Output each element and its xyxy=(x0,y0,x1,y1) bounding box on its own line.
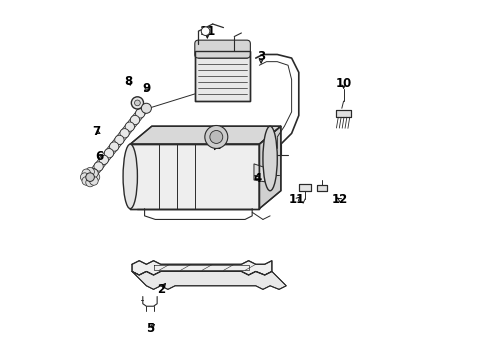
Circle shape xyxy=(125,122,134,131)
Text: 10: 10 xyxy=(336,77,352,90)
Polygon shape xyxy=(132,271,286,289)
Text: 4: 4 xyxy=(253,172,262,185)
Circle shape xyxy=(104,149,114,158)
Text: 2: 2 xyxy=(157,283,165,296)
Text: 12: 12 xyxy=(332,193,348,206)
Circle shape xyxy=(86,178,95,187)
Polygon shape xyxy=(259,126,281,209)
Circle shape xyxy=(136,109,145,118)
Text: 6: 6 xyxy=(96,150,104,163)
Polygon shape xyxy=(195,51,250,101)
Circle shape xyxy=(86,173,95,181)
Circle shape xyxy=(80,173,89,181)
Polygon shape xyxy=(254,164,265,182)
Ellipse shape xyxy=(123,144,137,209)
Circle shape xyxy=(131,97,144,109)
Text: 7: 7 xyxy=(92,125,100,138)
FancyBboxPatch shape xyxy=(195,40,250,58)
Circle shape xyxy=(135,100,140,106)
Text: 5: 5 xyxy=(146,322,154,335)
Polygon shape xyxy=(130,126,281,144)
Text: 9: 9 xyxy=(142,82,150,95)
Circle shape xyxy=(90,169,98,177)
Circle shape xyxy=(94,162,103,171)
Text: 1: 1 xyxy=(212,139,220,152)
Text: 11: 11 xyxy=(199,25,216,38)
Polygon shape xyxy=(318,185,327,192)
Circle shape xyxy=(210,131,223,143)
Circle shape xyxy=(205,126,228,148)
Polygon shape xyxy=(337,110,351,117)
Circle shape xyxy=(201,27,210,36)
Circle shape xyxy=(99,155,108,165)
Circle shape xyxy=(86,167,95,176)
Circle shape xyxy=(89,168,98,178)
Polygon shape xyxy=(130,144,259,209)
Text: 11: 11 xyxy=(289,193,305,206)
Circle shape xyxy=(141,103,151,113)
Circle shape xyxy=(110,142,119,151)
Circle shape xyxy=(91,173,100,181)
Circle shape xyxy=(120,129,129,138)
Polygon shape xyxy=(299,184,311,191)
Circle shape xyxy=(130,115,140,125)
Text: 3: 3 xyxy=(257,50,265,63)
Circle shape xyxy=(90,177,98,185)
Circle shape xyxy=(82,169,91,177)
Text: 8: 8 xyxy=(124,75,133,88)
Circle shape xyxy=(115,135,124,145)
Circle shape xyxy=(82,177,91,185)
Polygon shape xyxy=(132,261,272,275)
Ellipse shape xyxy=(263,126,277,191)
